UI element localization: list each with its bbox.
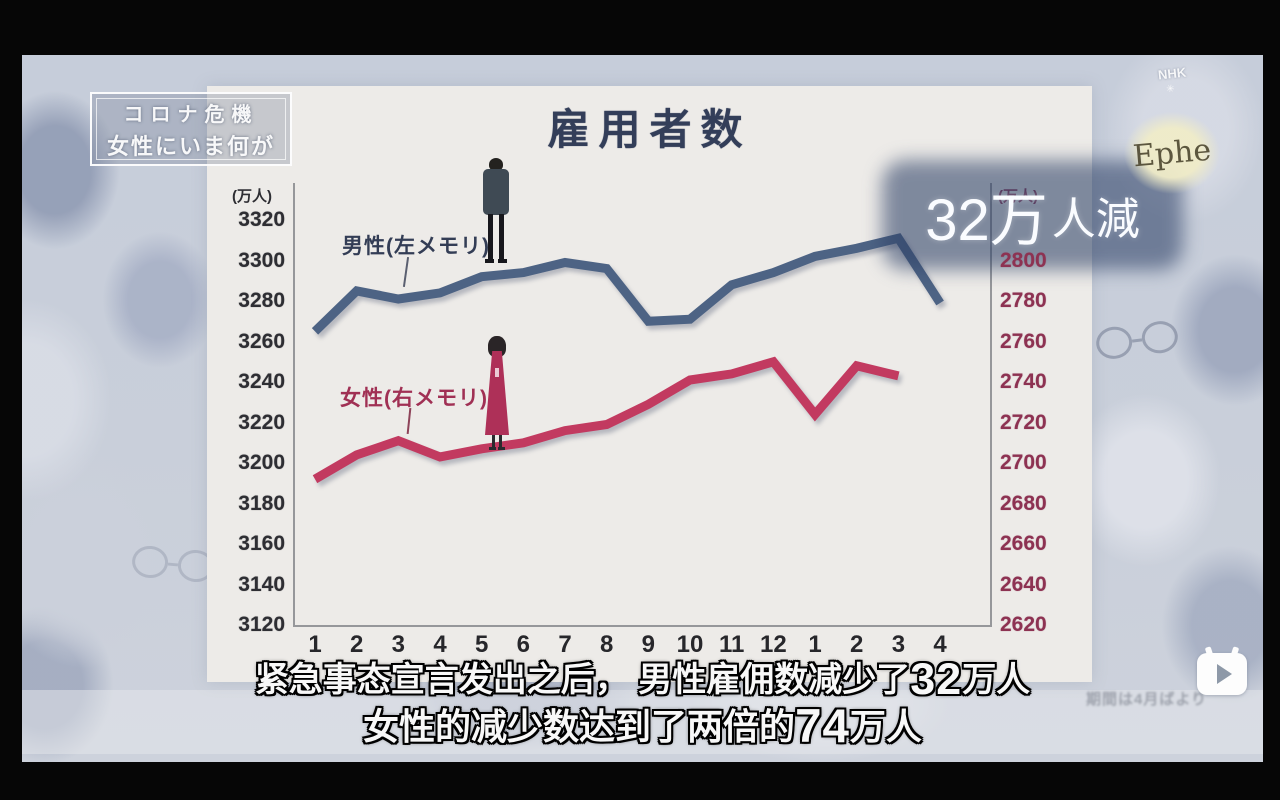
series-label-women: 女性(右メモリ) bbox=[340, 387, 488, 410]
left-axis-tick: 3240 bbox=[238, 370, 285, 393]
left-axis-tick: 3220 bbox=[238, 410, 285, 434]
left-axis-tick: 3200 bbox=[238, 451, 285, 474]
man-pictogram-icon bbox=[479, 158, 513, 266]
x-axis-label: 5 bbox=[474, 631, 489, 658]
left-axis-tick: 3180 bbox=[238, 491, 285, 515]
x-axis-label: 4 bbox=[433, 631, 447, 658]
series-line-women bbox=[312, 356, 900, 484]
right-axis-tick: 2740 bbox=[1000, 370, 1047, 393]
left-axis-tick: 3260 bbox=[238, 329, 285, 353]
corner-watermark-text: 期間は4月ばより bbox=[1086, 691, 1208, 708]
x-axis-label: 2 bbox=[349, 631, 364, 658]
left-axis-unit: (万人) bbox=[232, 188, 272, 205]
badge-line1: コロナ危機 bbox=[123, 103, 259, 126]
right-axis-tick: 2700 bbox=[1000, 451, 1047, 474]
line-chart bbox=[311, 233, 944, 484]
left-axis-tick: 3120 bbox=[238, 613, 285, 636]
x-axis-label: 2 bbox=[850, 631, 864, 658]
annotation-suffix: 人減 bbox=[1051, 195, 1140, 244]
right-axis-tick: 2640 bbox=[1000, 572, 1047, 596]
right-axis-tick: 2620 bbox=[1000, 613, 1047, 636]
right-axis-tick: 2800 bbox=[1000, 248, 1047, 272]
x-axis-label: 3 bbox=[891, 631, 906, 658]
series-label-men: 男性(左メモリ) bbox=[342, 235, 490, 258]
x-axis-label: 1 bbox=[808, 631, 822, 658]
x-axis-label: 11 bbox=[719, 631, 745, 658]
right-axis-tick: 2780 bbox=[1000, 289, 1047, 312]
x-axis-label: 7 bbox=[558, 631, 572, 658]
x-axis-label: 3 bbox=[391, 631, 405, 658]
background-floor-band bbox=[22, 690, 1263, 754]
program-title-badge: コロナ危機 女性にいま何が bbox=[90, 92, 292, 166]
right-axis-tick: 2680 bbox=[1000, 491, 1047, 515]
left-axis-tick: 3160 bbox=[238, 532, 285, 555]
x-axis-label: 1 bbox=[308, 631, 322, 658]
annotation-value: 32万 bbox=[925, 188, 1048, 253]
right-axis-tick: 2660 bbox=[1000, 532, 1047, 555]
plot-area bbox=[293, 183, 992, 627]
x-axis-label: 8 bbox=[600, 631, 614, 658]
chart-title: 雇用者数 bbox=[547, 106, 752, 153]
left-axis-tick: 3140 bbox=[238, 572, 285, 596]
left-axis-tick: 3280 bbox=[238, 289, 285, 312]
x-axis-label: 10 bbox=[676, 631, 704, 658]
subtitle-line-1: 紧急事态宣言发出之后， 男性雇佣数减少了32万人 bbox=[254, 653, 1031, 704]
badge-line2: 女性にいま何が bbox=[106, 133, 275, 159]
decrease-annotation: 32万 人減 bbox=[890, 168, 1175, 262]
right-axis-tick: 2760 bbox=[1000, 329, 1047, 353]
tv-play-icon[interactable] bbox=[1197, 653, 1247, 695]
woman-pictogram-icon bbox=[482, 336, 512, 454]
x-axis-label: 4 bbox=[933, 631, 947, 658]
left-axis-tick: 3320 bbox=[238, 208, 285, 231]
ephe-watermark: Ephe bbox=[1124, 112, 1220, 194]
series-line-men bbox=[311, 233, 944, 335]
x-axis-label: 6 bbox=[516, 631, 531, 658]
x-axis-label: 9 bbox=[641, 631, 656, 658]
nhk-logo: NHK bbox=[1157, 64, 1187, 83]
right-axis-tick: 2720 bbox=[1000, 410, 1047, 434]
subtitle-line-2: 女性的减少数达到了两倍的74万人 bbox=[363, 700, 922, 753]
x-axis-label: 12 bbox=[760, 631, 787, 658]
left-axis-tick: 3300 bbox=[238, 248, 285, 272]
